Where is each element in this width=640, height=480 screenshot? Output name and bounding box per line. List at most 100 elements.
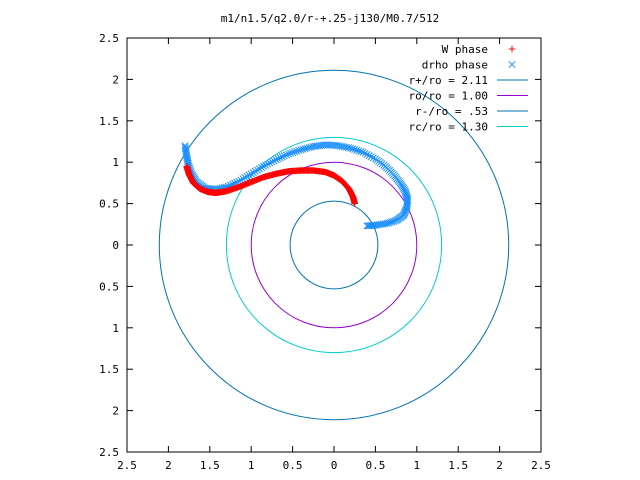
drho-phase-point — [278, 153, 286, 161]
y-tick-label: 1 — [112, 156, 119, 169]
drho-phase-point — [184, 159, 192, 167]
drho-phase-point — [340, 143, 348, 151]
drho-phase-point — [184, 158, 192, 166]
drho-phase-point — [364, 222, 373, 230]
y-tick-label: 1.5 — [99, 115, 119, 128]
x-tick-label: 2 — [165, 459, 172, 472]
drho-phase-point — [357, 148, 365, 156]
drho-phase-point — [365, 152, 373, 160]
drho-phase-point — [305, 144, 313, 152]
drho-phase-point — [367, 153, 375, 161]
x-tick-label: 2.5 — [117, 459, 137, 472]
drho-phase-point — [286, 149, 295, 157]
y-tick-label: 2.5 — [99, 32, 119, 45]
drho-phase-point — [272, 156, 280, 164]
legend-label: drho phase — [422, 59, 488, 72]
drho-phase-point — [270, 157, 278, 165]
drho-phase-point — [276, 154, 284, 162]
circle-r-ro — [158, 69, 510, 421]
drho-phase-point — [239, 175, 247, 183]
legend-label: r-/ro = .53 — [415, 105, 488, 118]
drho-phase-point — [249, 168, 257, 177]
drho-phase-point — [336, 142, 344, 150]
series-w-phase — [183, 163, 358, 207]
drho-phase-point — [402, 189, 410, 197]
drho-phase-point — [353, 146, 361, 154]
drho-phase-point — [293, 147, 301, 155]
circle-rc-ro — [225, 136, 443, 354]
x-tick-label: 0.5 — [365, 459, 385, 472]
drho-phase-point — [334, 142, 342, 150]
drho-phase-point — [237, 176, 245, 184]
drho-phase-point — [251, 167, 259, 175]
drho-phase-point — [359, 148, 367, 156]
drho-phase-point — [295, 146, 303, 155]
y-tick-label: 1.5 — [99, 363, 119, 376]
reference-circles — [158, 69, 510, 421]
y-axis-ticks: 2.5 2 1.5 1 0.5 0 0.5 1 1.5 2 2.5 — [99, 32, 541, 459]
x-tick-label: 0.5 — [283, 459, 303, 472]
drho-phase-point — [361, 149, 369, 157]
drho-phase-point — [299, 145, 307, 153]
drho-phase-point — [297, 146, 305, 154]
drho-phase-point — [247, 170, 255, 178]
drho-phase-point — [338, 142, 346, 151]
drho-phase-point — [508, 60, 516, 69]
x-tick-label: 1 — [413, 459, 420, 472]
chart-title: m1/n1.5/q2.0/r-+.25-j130/M0.7/512 — [221, 12, 440, 25]
y-tick-label: 0.5 — [99, 280, 119, 293]
drho-phase-point — [342, 143, 350, 151]
drho-phase-point — [233, 178, 241, 186]
drho-phase-point — [241, 173, 249, 182]
drho-phase-point — [255, 165, 264, 173]
drho-phase-point — [280, 152, 288, 160]
x-tick-label: 0 — [331, 459, 338, 472]
drho-phase-point — [266, 159, 274, 167]
drho-phase-point — [402, 191, 411, 199]
drho-phase-point — [301, 145, 309, 153]
drho-phase-point — [245, 171, 253, 179]
y-tick-label: 0.5 — [99, 198, 119, 211]
drho-phase-point — [289, 148, 297, 157]
drho-phase-point — [282, 151, 290, 159]
x-tick-label: 1.5 — [448, 459, 468, 472]
drho-phase-point — [401, 187, 409, 195]
drho-phase-point — [235, 177, 243, 185]
drho-phase-point — [274, 155, 282, 163]
y-tick-label: 0 — [112, 239, 119, 252]
x-tick-label: 1 — [248, 459, 255, 472]
drho-phase-point — [253, 166, 261, 174]
circle-r-ro — [289, 200, 379, 290]
drho-phase-point — [260, 162, 268, 170]
circle-ro-ro — [250, 161, 418, 329]
drho-phase-point — [355, 147, 363, 155]
drho-phase-point — [284, 150, 293, 158]
series-drho-phase — [181, 141, 412, 230]
legend-label: rc/ro = 1.30 — [409, 121, 488, 134]
x-tick-label: 1.5 — [200, 459, 220, 472]
drho-phase-point — [351, 145, 359, 154]
drho-phase-point — [303, 144, 311, 152]
drho-phase-point — [257, 164, 266, 172]
drho-phase-point — [291, 148, 299, 156]
drho-phase-point — [231, 179, 239, 187]
drho-phase-point — [363, 150, 371, 159]
drho-phase-point — [262, 161, 270, 169]
legend-label: r+/ro = 2.11 — [409, 74, 488, 87]
drho-phase-point — [226, 181, 235, 189]
x-axis-ticks: 2.5 2 1.5 1 0.5 0 0.5 1 1.5 2 2.5 — [117, 38, 551, 472]
drho-phase-point — [402, 190, 410, 198]
legend-label: W phase — [442, 43, 488, 56]
y-tick-label: 1 — [112, 322, 119, 335]
drho-phase-point — [363, 222, 371, 230]
drho-phase-point — [403, 202, 411, 210]
drho-phase-point — [366, 222, 374, 230]
drho-phase-point — [347, 144, 355, 152]
series-markers — [181, 141, 412, 230]
drho-phase-point — [243, 172, 251, 180]
drho-phase-point — [229, 180, 237, 188]
x-tick-label: 2.5 — [531, 459, 551, 472]
drho-phase-point — [268, 158, 276, 166]
x-tick-label: 2 — [496, 459, 503, 472]
